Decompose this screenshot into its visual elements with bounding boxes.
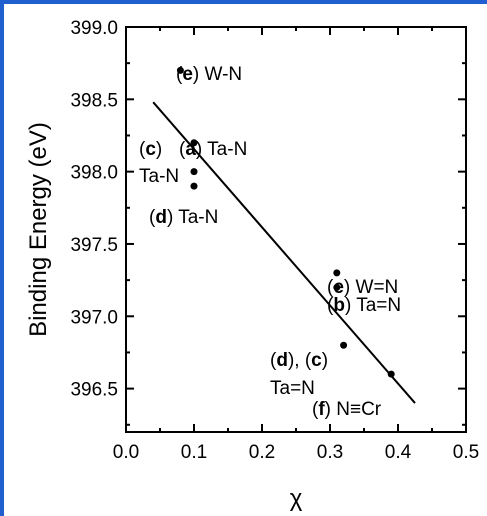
plot-frame [125, 26, 467, 433]
data-points [176, 66, 395, 378]
data-point [340, 341, 348, 349]
fit-line-group [152, 101, 416, 404]
point-label: (d) Ta-N [149, 207, 218, 228]
x-tick-label: 0.2 [249, 442, 275, 463]
data-point [387, 370, 395, 378]
point-label: Ta-N [139, 166, 179, 187]
x-tick-label: 0.3 [317, 442, 343, 463]
y-tick-label: 398.5 [70, 90, 118, 111]
point-label: (b) Ta=N [327, 295, 401, 316]
top-border [0, 0, 487, 4]
x-axis-title: χ [290, 485, 303, 512]
axes: 0.0 0.1 0.2 0.3 0.4 0.5 396.5 397.0 397.5 398.0 39… [70, 18, 479, 463]
x-tick-label: 0.4 [385, 442, 412, 463]
x-tick-label: 0.0 [113, 442, 139, 463]
fit-line [152, 101, 416, 404]
data-point [333, 283, 341, 291]
x-tick-label: 0.1 [181, 442, 207, 463]
point-label: (f) N≡Cr [312, 399, 382, 420]
point-annotations: (e) W-N (a) Ta-N (c) Ta-N (d) Ta-N (e) W=N(b)… [139, 64, 401, 420]
point-label: (a) Ta-N [179, 139, 247, 160]
point-label: (c) [139, 139, 162, 160]
point-label: (e) W-N [176, 64, 242, 85]
left-border [0, 0, 4, 516]
y-axis-title: Binding Energy (eV) [25, 122, 52, 337]
point-label: Ta=N [270, 378, 315, 399]
x-tick-label: 0.5 [453, 442, 479, 463]
y-tick-label: 397.5 [70, 235, 118, 256]
point-label: (e) W=N [327, 277, 398, 298]
y-tick-label: 398.0 [70, 163, 118, 184]
data-point [176, 66, 184, 74]
data-point [333, 269, 341, 277]
point-label: (d), (c) [270, 350, 328, 371]
data-point [190, 139, 198, 147]
y-tick-label: 396.5 [70, 380, 118, 401]
data-point [190, 168, 198, 176]
data-point [190, 182, 198, 190]
y-tick-label: 399.0 [70, 18, 118, 39]
y-tick-label: 397.0 [70, 307, 118, 328]
